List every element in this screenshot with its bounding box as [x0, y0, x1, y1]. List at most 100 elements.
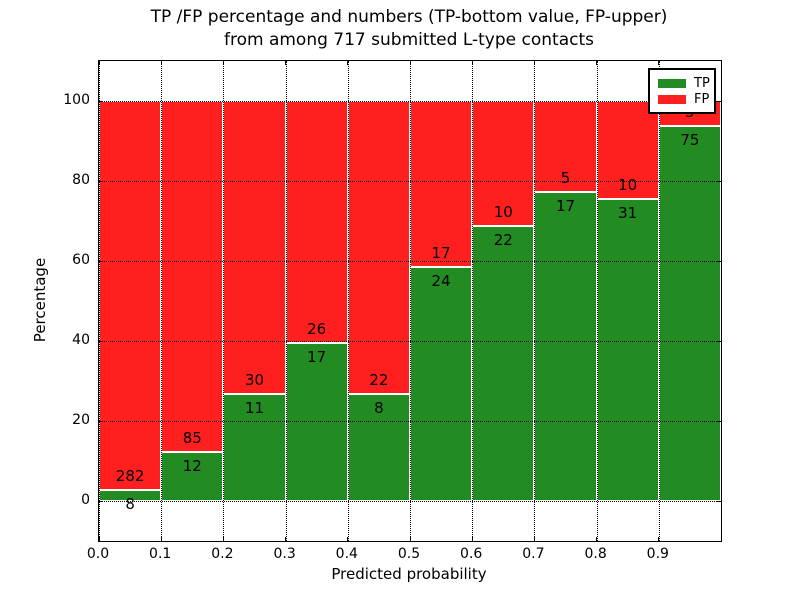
x-tick-top [409, 61, 411, 65]
bar-tp-count-label: 8 [125, 494, 135, 513]
bar-tp-count-label: 31 [618, 203, 638, 222]
x-tick-bottom [98, 537, 100, 541]
bar-fp-count-label: 30 [244, 370, 265, 389]
y-axis-label: Percentage [31, 257, 49, 343]
bar-fp-count-label: 282 [115, 466, 145, 485]
bar-segment-tp [347, 394, 410, 501]
bar-segment-fp [596, 101, 659, 199]
chart-title-line2: from among 717 submitted L-type contacts [223, 30, 594, 50]
bar-fp-count-label: 22 [369, 371, 389, 390]
x-tick-top [596, 61, 598, 65]
bar-tp-count-label: 75 [680, 131, 700, 149]
y-tick-label: 60 [72, 252, 90, 268]
x-tick-bottom [471, 537, 473, 541]
y-tick-left [99, 260, 103, 262]
bar-segment-fp [161, 101, 224, 452]
x-tick-bottom [658, 537, 660, 541]
x-tick-label: 0.4 [335, 546, 358, 562]
y-tick-right [717, 100, 721, 102]
v-gridline [161, 61, 163, 541]
x-tick-label: 0.3 [273, 546, 296, 562]
v-gridline [534, 61, 536, 541]
v-gridline [410, 61, 411, 541]
y-tick-label: 20 [72, 412, 90, 428]
v-gridline [285, 61, 287, 541]
bar-segment-tp [161, 451, 224, 501]
x-tick-bottom [222, 537, 224, 541]
bar-segment-fp [99, 101, 162, 490]
y-tick-left [99, 340, 103, 342]
bar-segment-tp [658, 126, 721, 501]
x-tick-top [533, 61, 535, 65]
legend-item-label: TP [694, 75, 710, 91]
y-tick-right [717, 340, 721, 342]
y-tick-left [99, 100, 103, 102]
x-tick-top [285, 61, 287, 65]
fp-legend-swatch [658, 94, 686, 104]
bar-fp-count-label: 10 [493, 203, 513, 221]
bar-segment-fp [223, 101, 286, 394]
v-gridline [347, 61, 349, 541]
legend: TP FP [648, 68, 716, 114]
bar-segment-tp [472, 226, 535, 501]
y-tick-left [99, 180, 103, 182]
x-tick-top [222, 61, 224, 65]
bar-segment-tp [534, 191, 597, 501]
bar-tp-count-label: 12 [182, 456, 202, 475]
bar-fp-count-label: 85 [182, 428, 202, 447]
x-tick-top [471, 61, 473, 65]
x-tick-label: 0.6 [460, 546, 483, 562]
bar-tp-count-label: 24 [431, 271, 451, 290]
x-tick-bottom [160, 537, 162, 541]
v-gridline [223, 61, 225, 541]
x-tick-label: 0.8 [584, 546, 607, 562]
y-tick-left [99, 420, 103, 422]
v-gridline [472, 61, 474, 541]
bar-fp-count-label: 5 [560, 168, 571, 187]
x-tick-bottom [409, 537, 411, 541]
bar-tp-count-label: 17 [555, 196, 576, 215]
legend-item: TP [658, 75, 714, 91]
y-tick-left [99, 500, 103, 502]
y-tick-label: 100 [63, 92, 90, 108]
bar-fp-count-label: 26 [307, 319, 327, 338]
x-tick-top [160, 61, 162, 65]
y-tick-right [717, 260, 721, 262]
v-gridline [596, 61, 598, 541]
v-gridline [99, 61, 100, 541]
y-tick-label: 0 [81, 492, 90, 508]
bar-segment-fp [347, 101, 410, 395]
x-axis-label: Predicted probability [331, 565, 487, 583]
x-tick-bottom [596, 537, 598, 541]
bar-fp-count-label: 10 [618, 175, 638, 194]
chart-title-line1: TP /FP percentage and numbers (TP-bottom… [150, 7, 668, 27]
x-tick-label: 0.9 [646, 546, 669, 562]
bar-fp-count-label: 17 [431, 243, 451, 262]
bar-segment-fp [410, 101, 473, 267]
legend-item-label: FP [694, 91, 710, 107]
tp-legend-swatch [658, 78, 686, 88]
y-tick-label: 40 [72, 332, 90, 348]
plot-area: TP FP 8 282 12 85 11 30 17 26 8 22 24 17 22 10 17 5 31 10 7… [98, 60, 722, 542]
y-tick-right [717, 180, 721, 182]
bar-tp-count-label: 17 [307, 347, 327, 366]
x-tick-label: 0.2 [211, 546, 234, 562]
x-tick-label: 0.0 [86, 546, 110, 562]
legend-item: FP [658, 91, 714, 107]
x-tick-top [347, 61, 349, 65]
x-tick-bottom [347, 537, 349, 541]
x-tick-label: 0.7 [522, 546, 545, 562]
x-tick-top [658, 61, 660, 65]
bar-segment-tp [596, 198, 659, 501]
bar-tp-count-label: 8 [374, 399, 384, 418]
bar-segment-tp [410, 266, 473, 501]
x-tick-bottom [285, 537, 287, 541]
chart-title: TP /FP percentage and numbers (TP-bottom… [98, 6, 720, 52]
bar-tp-count-label: 11 [244, 398, 265, 417]
v-gridline [658, 61, 660, 541]
y-tick-label: 80 [72, 172, 90, 188]
x-tick-top [98, 61, 100, 65]
y-tick-right [717, 500, 721, 502]
x-tick-bottom [533, 537, 535, 541]
